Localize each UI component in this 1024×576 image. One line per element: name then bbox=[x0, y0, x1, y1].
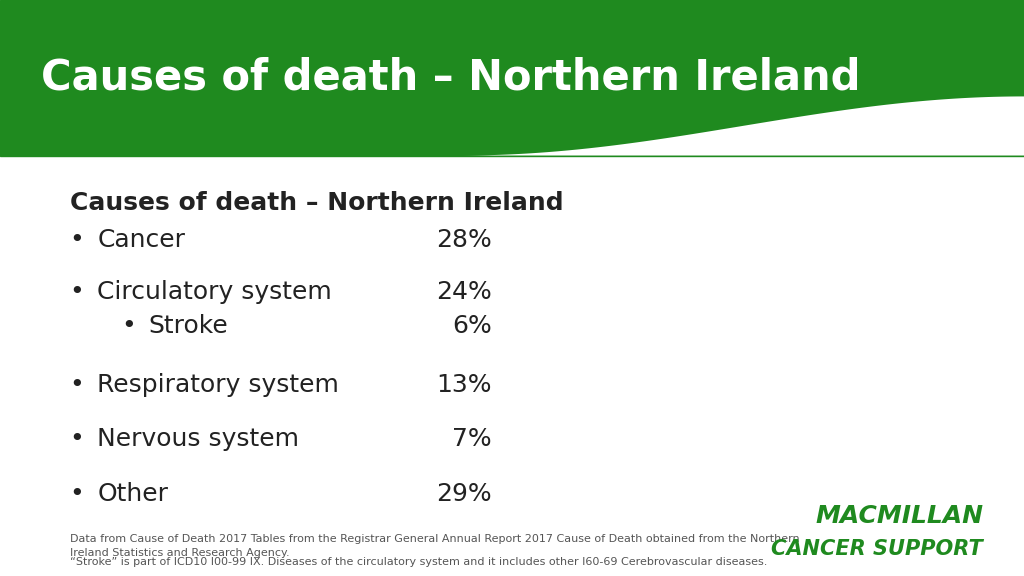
Text: •: • bbox=[70, 280, 84, 304]
Text: •: • bbox=[70, 427, 84, 452]
Text: 6%: 6% bbox=[452, 314, 492, 338]
Text: 13%: 13% bbox=[436, 373, 492, 397]
Text: •: • bbox=[70, 373, 84, 397]
Text: 7%: 7% bbox=[452, 427, 492, 452]
Text: Nervous system: Nervous system bbox=[97, 427, 299, 452]
Text: Stroke: Stroke bbox=[148, 314, 228, 338]
Text: Data from Cause of Death 2017 Tables from the Registrar General Annual Report 20: Data from Cause of Death 2017 Tables fro… bbox=[70, 534, 800, 558]
Text: •: • bbox=[121, 314, 135, 338]
Text: Respiratory system: Respiratory system bbox=[97, 373, 339, 397]
Text: 28%: 28% bbox=[436, 228, 492, 252]
Text: Cancer: Cancer bbox=[97, 228, 185, 252]
Text: “Stroke” is part of ICD10 I00-99 IX. Diseases of the circulatory system and it i: “Stroke” is part of ICD10 I00-99 IX. Dis… bbox=[70, 557, 767, 567]
Text: MACMILLAN: MACMILLAN bbox=[815, 503, 983, 528]
Text: Other: Other bbox=[97, 482, 168, 506]
Text: Causes of death – Northern Ireland: Causes of death – Northern Ireland bbox=[70, 191, 563, 215]
Text: Causes of death – Northern Ireland: Causes of death – Northern Ireland bbox=[41, 57, 860, 98]
Polygon shape bbox=[0, 96, 1024, 156]
Text: •: • bbox=[70, 482, 84, 506]
Text: CANCER SUPPORT: CANCER SUPPORT bbox=[771, 539, 983, 559]
Text: Circulatory system: Circulatory system bbox=[97, 280, 332, 304]
Text: 29%: 29% bbox=[436, 482, 492, 506]
Text: •: • bbox=[70, 228, 84, 252]
Text: 24%: 24% bbox=[436, 280, 492, 304]
